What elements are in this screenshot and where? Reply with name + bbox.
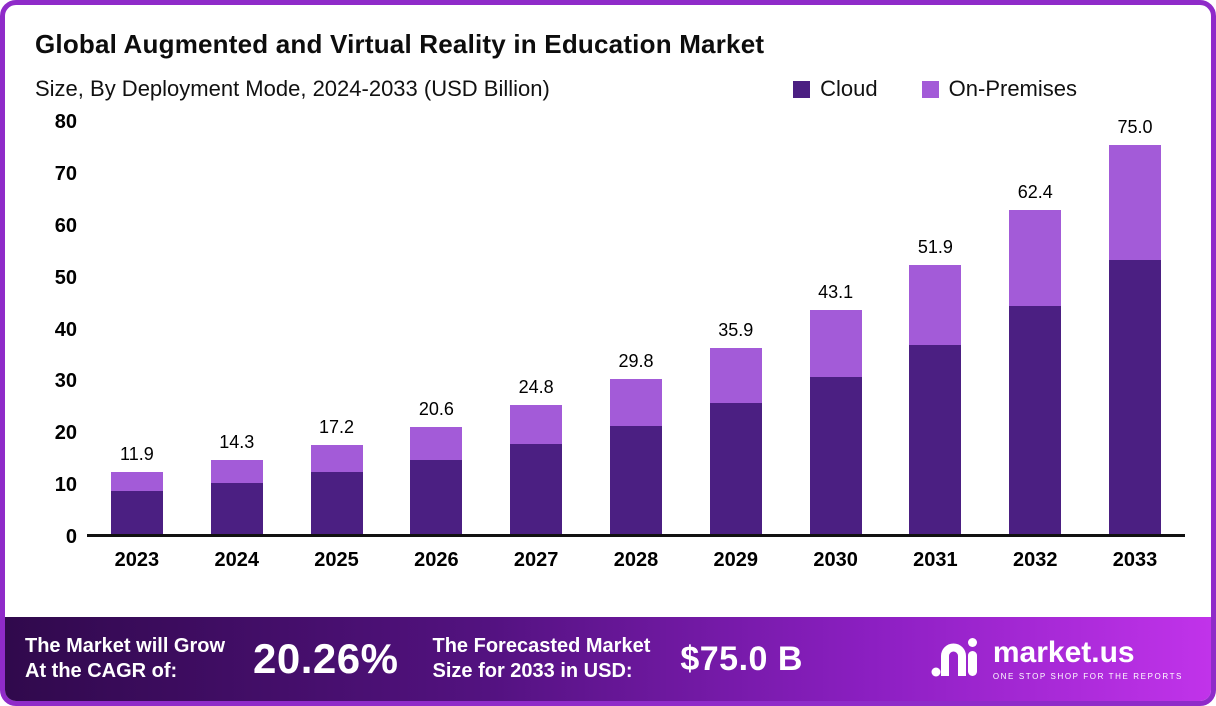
bar-segment-on-premises <box>709 347 762 403</box>
y-tick-label: 80 <box>54 111 77 133</box>
x-tick-label: 2033 <box>1112 549 1158 571</box>
legend: Cloud On-Premises <box>793 76 1077 102</box>
bar-segment-on-premises <box>410 427 463 460</box>
cagr-label-line1: The Market will Grow <box>25 635 226 657</box>
bar-segment-on-premises <box>210 459 263 484</box>
bar-group-2027: 24.8 <box>510 377 563 534</box>
bar-group-2029: 35.9 <box>709 319 762 534</box>
bar-group-2030: 43.1 <box>809 282 862 534</box>
bar-total-label: 24.8 <box>518 377 554 398</box>
bar-segment-on-premises <box>909 264 962 346</box>
bar-total-label: 14.3 <box>219 431 255 452</box>
bar-segment-on-premises <box>1009 210 1062 306</box>
bar-group-2032: 62.4 <box>1009 182 1062 534</box>
bar-group-2031: 51.9 <box>909 236 962 534</box>
bar-segment-cloud <box>909 345 962 534</box>
bar-segment-cloud <box>709 402 762 534</box>
y-tick-label: 30 <box>54 370 77 393</box>
subtitle-legend-row: Size, By Deployment Mode, 2024-2033 (USD… <box>31 76 1185 102</box>
y-tick-label: 50 <box>54 266 77 289</box>
bar-segment-cloud <box>310 471 363 534</box>
y-tick-label: 20 <box>54 422 77 445</box>
brand-tagline: ONE STOP SHOP FOR THE REPORTS <box>992 671 1183 681</box>
brand-text: market.us ONE STOP SHOP FOR THE REPORTS <box>992 635 1183 681</box>
chart-title: Global Augmented and Virtual Reality in … <box>35 29 765 59</box>
cagr-label: The Market will Grow At the CAGR of: <box>25 634 225 684</box>
forecast-value: $75.0 B <box>680 639 803 678</box>
bar-segment-cloud <box>410 459 463 534</box>
bar-total-label: 11.9 <box>120 444 154 465</box>
bar-group-2024: 14.3 <box>210 431 263 534</box>
bar-total-label: 20.6 <box>418 399 454 420</box>
bar-segment-on-premises <box>510 405 563 444</box>
legend-item-on-premises: On-Premises <box>921 76 1077 102</box>
brand-name: market.us <box>992 635 1135 669</box>
bar-segment-on-premises <box>110 472 163 491</box>
y-tick-label: 40 <box>54 318 77 341</box>
y-tick-label: 10 <box>54 474 77 497</box>
legend-item-cloud: Cloud <box>793 76 878 102</box>
x-tick-label: 2026 <box>414 549 459 571</box>
bar-group-2023: 11.9 <box>110 444 163 534</box>
legend-label: Cloud <box>820 76 878 101</box>
bar-segment-cloud <box>609 425 662 534</box>
legend-swatch <box>921 80 939 98</box>
bar-group-2026: 20.6 <box>410 399 463 534</box>
footer-banner: The Market will Grow At the CAGR of: 20.… <box>5 617 1211 701</box>
x-tick-label: 2023 <box>114 549 160 571</box>
legend-swatch <box>793 80 811 98</box>
plot-wrap: 0 10 20 30 40 50 60 70 80 11.9 14.3 17.2 20.6 24.8 29… <box>31 111 1185 548</box>
bar-total-label: 51.9 <box>917 236 953 257</box>
bar-segment-cloud <box>110 490 163 534</box>
chart: Global Augmented and Virtual Reality in … <box>5 5 1211 617</box>
plot-area: 11.9 14.3 17.2 20.6 24.8 29.8 35.9 43.1 51.9 62.4… <box>87 117 1185 537</box>
market-us-logo-icon <box>931 636 981 683</box>
x-tick-label: 2027 <box>513 549 559 571</box>
forecast-label-line1: The Forecasted Market <box>432 635 651 657</box>
y-tick-label: 60 <box>54 214 77 237</box>
bar-segment-on-premises <box>310 444 363 472</box>
x-tick-label: 2024 <box>214 549 259 571</box>
forecast-label-line2: Size for 2033 in USD: <box>432 660 633 682</box>
x-axis: 2023 2024 2025 2026 2027 2028 2029 2030 2031 2032… <box>87 549 1185 572</box>
bar-total-label: 35.9 <box>718 319 754 340</box>
chart-subtitle: Size, By Deployment Mode, 2024-2033 (USD… <box>35 76 550 101</box>
y-tick-label: 70 <box>54 162 77 185</box>
x-tick-label: 2029 <box>713 549 759 571</box>
cagr-value: 20.26% <box>253 635 399 682</box>
bar-segment-cloud <box>1009 305 1062 534</box>
bar-total-label: 17.2 <box>319 416 355 437</box>
bar-total-label: 75.0 <box>1117 116 1153 137</box>
bar-group-2033: 75.0 <box>1109 116 1162 534</box>
bar-segment-on-premises <box>1109 144 1162 261</box>
bar-segment-on-premises <box>609 379 662 426</box>
x-tick-label: 2032 <box>1012 549 1058 571</box>
cagr-label-line2: At the CAGR of: <box>25 660 178 682</box>
bar-total-label: 29.8 <box>618 351 654 372</box>
bar-segment-on-premises <box>809 310 862 377</box>
y-tick-label: 0 <box>65 526 77 548</box>
x-tick-label: 2028 <box>613 549 659 571</box>
bar-group-2028: 29.8 <box>609 351 662 534</box>
bar-segment-cloud <box>1109 260 1162 534</box>
forecast-label: The Forecasted Market Size for 2033 in U… <box>433 634 651 684</box>
bar-segment-cloud <box>809 376 862 534</box>
bar-segment-cloud <box>210 483 263 534</box>
bar-total-label: 62.4 <box>1017 182 1053 203</box>
bar-segment-cloud <box>510 443 563 534</box>
brand-block: market.us ONE STOP SHOP FOR THE REPORTS <box>931 636 1191 683</box>
bar-total-label: 43.1 <box>818 282 854 303</box>
legend-label: On-Premises <box>948 76 1077 101</box>
bar-group-2025: 17.2 <box>310 416 363 534</box>
x-tick-label: 2030 <box>813 549 858 571</box>
y-axis: 0 10 20 30 40 50 60 70 80 <box>31 111 79 548</box>
x-tick-label: 2031 <box>913 549 958 571</box>
x-tick-label: 2025 <box>314 549 359 571</box>
